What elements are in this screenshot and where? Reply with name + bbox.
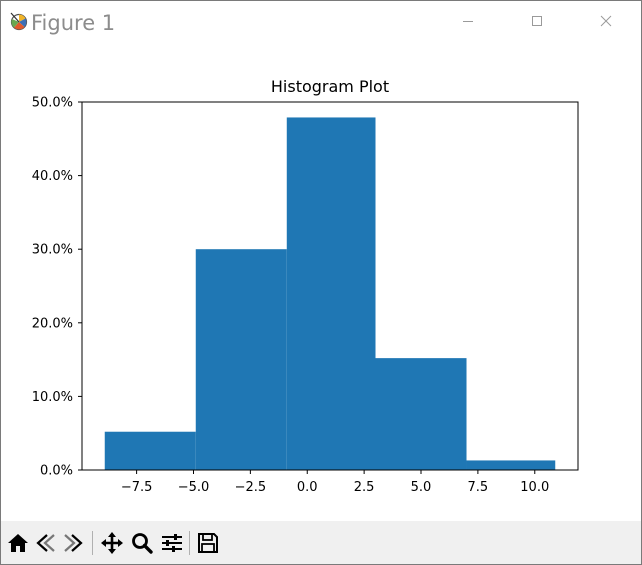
matplotlib-app-icon (9, 11, 29, 33)
y-tick-label: 30.0% (32, 243, 73, 258)
pan-button[interactable] (98, 529, 126, 557)
histogram-bar (286, 117, 376, 471)
x-tick-label: 10.0 (520, 480, 549, 495)
zoom-magnifier-icon (132, 533, 153, 554)
zoom-button[interactable] (128, 529, 156, 557)
histogram-bar (195, 249, 287, 470)
sliders-icon (162, 534, 182, 552)
home-icon (8, 534, 28, 552)
configure-subplots-button[interactable] (158, 529, 186, 557)
window-title: Figure 1 (31, 11, 116, 35)
x-tick-label: 0.0 (297, 480, 318, 495)
save-button[interactable] (194, 529, 222, 557)
figure-canvas[interactable]: Histogram Plot −7.5 −5.0 −2.5 0.0 2.5 5.0 7.5 1… (1, 45, 641, 521)
y-tick-label: 20.0% (32, 316, 73, 331)
x-tick-label: 5.0 (411, 480, 432, 495)
y-tick-label: 40.0% (32, 169, 73, 184)
toolbar-separator (92, 531, 93, 555)
x-tick-label: −7.5 (121, 480, 153, 495)
toolbar-separator (189, 531, 190, 555)
histogram-chart: Histogram Plot −7.5 −5.0 −2.5 0.0 2.5 5.0 7.5 1… (32, 77, 579, 495)
save-floppy-icon (198, 533, 218, 553)
minimize-icon (463, 21, 473, 22)
maximize-button[interactable] (514, 1, 560, 41)
x-tick-label: 7.5 (468, 480, 489, 495)
y-axis: 0.0% 10.0% 20.0% 30.0% 40.0% 50.0% (32, 96, 82, 479)
minimize-button[interactable] (445, 1, 491, 41)
y-tick-label: 50.0% (32, 96, 73, 111)
pan-move-icon (101, 532, 123, 554)
close-button[interactable] (583, 1, 629, 41)
close-icon (600, 15, 612, 27)
back-arrow-icon (36, 534, 55, 552)
back-button[interactable] (32, 529, 60, 557)
histogram-bar (375, 358, 467, 470)
x-axis: −7.5 −5.0 −2.5 0.0 2.5 5.0 7.5 10.0 (121, 470, 549, 495)
forward-button[interactable] (59, 529, 87, 557)
x-tick-label: −5.0 (178, 480, 210, 495)
histogram-bar (466, 460, 556, 470)
bars-layer (104, 117, 556, 471)
plot-frame (81, 101, 579, 471)
histogram-bar (104, 431, 196, 470)
title-bar[interactable]: Figure 1 (1, 1, 641, 45)
y-tick-label: 0.0% (40, 464, 73, 479)
x-tick-label: −2.5 (235, 480, 267, 495)
forward-arrow-icon (64, 534, 83, 552)
home-button[interactable] (4, 529, 32, 557)
navigation-toolbar (1, 521, 641, 564)
maximize-icon (532, 16, 542, 26)
y-tick-label: 10.0% (32, 390, 73, 405)
x-tick-label: 2.5 (354, 480, 375, 495)
chart-title: Histogram Plot (271, 77, 389, 96)
